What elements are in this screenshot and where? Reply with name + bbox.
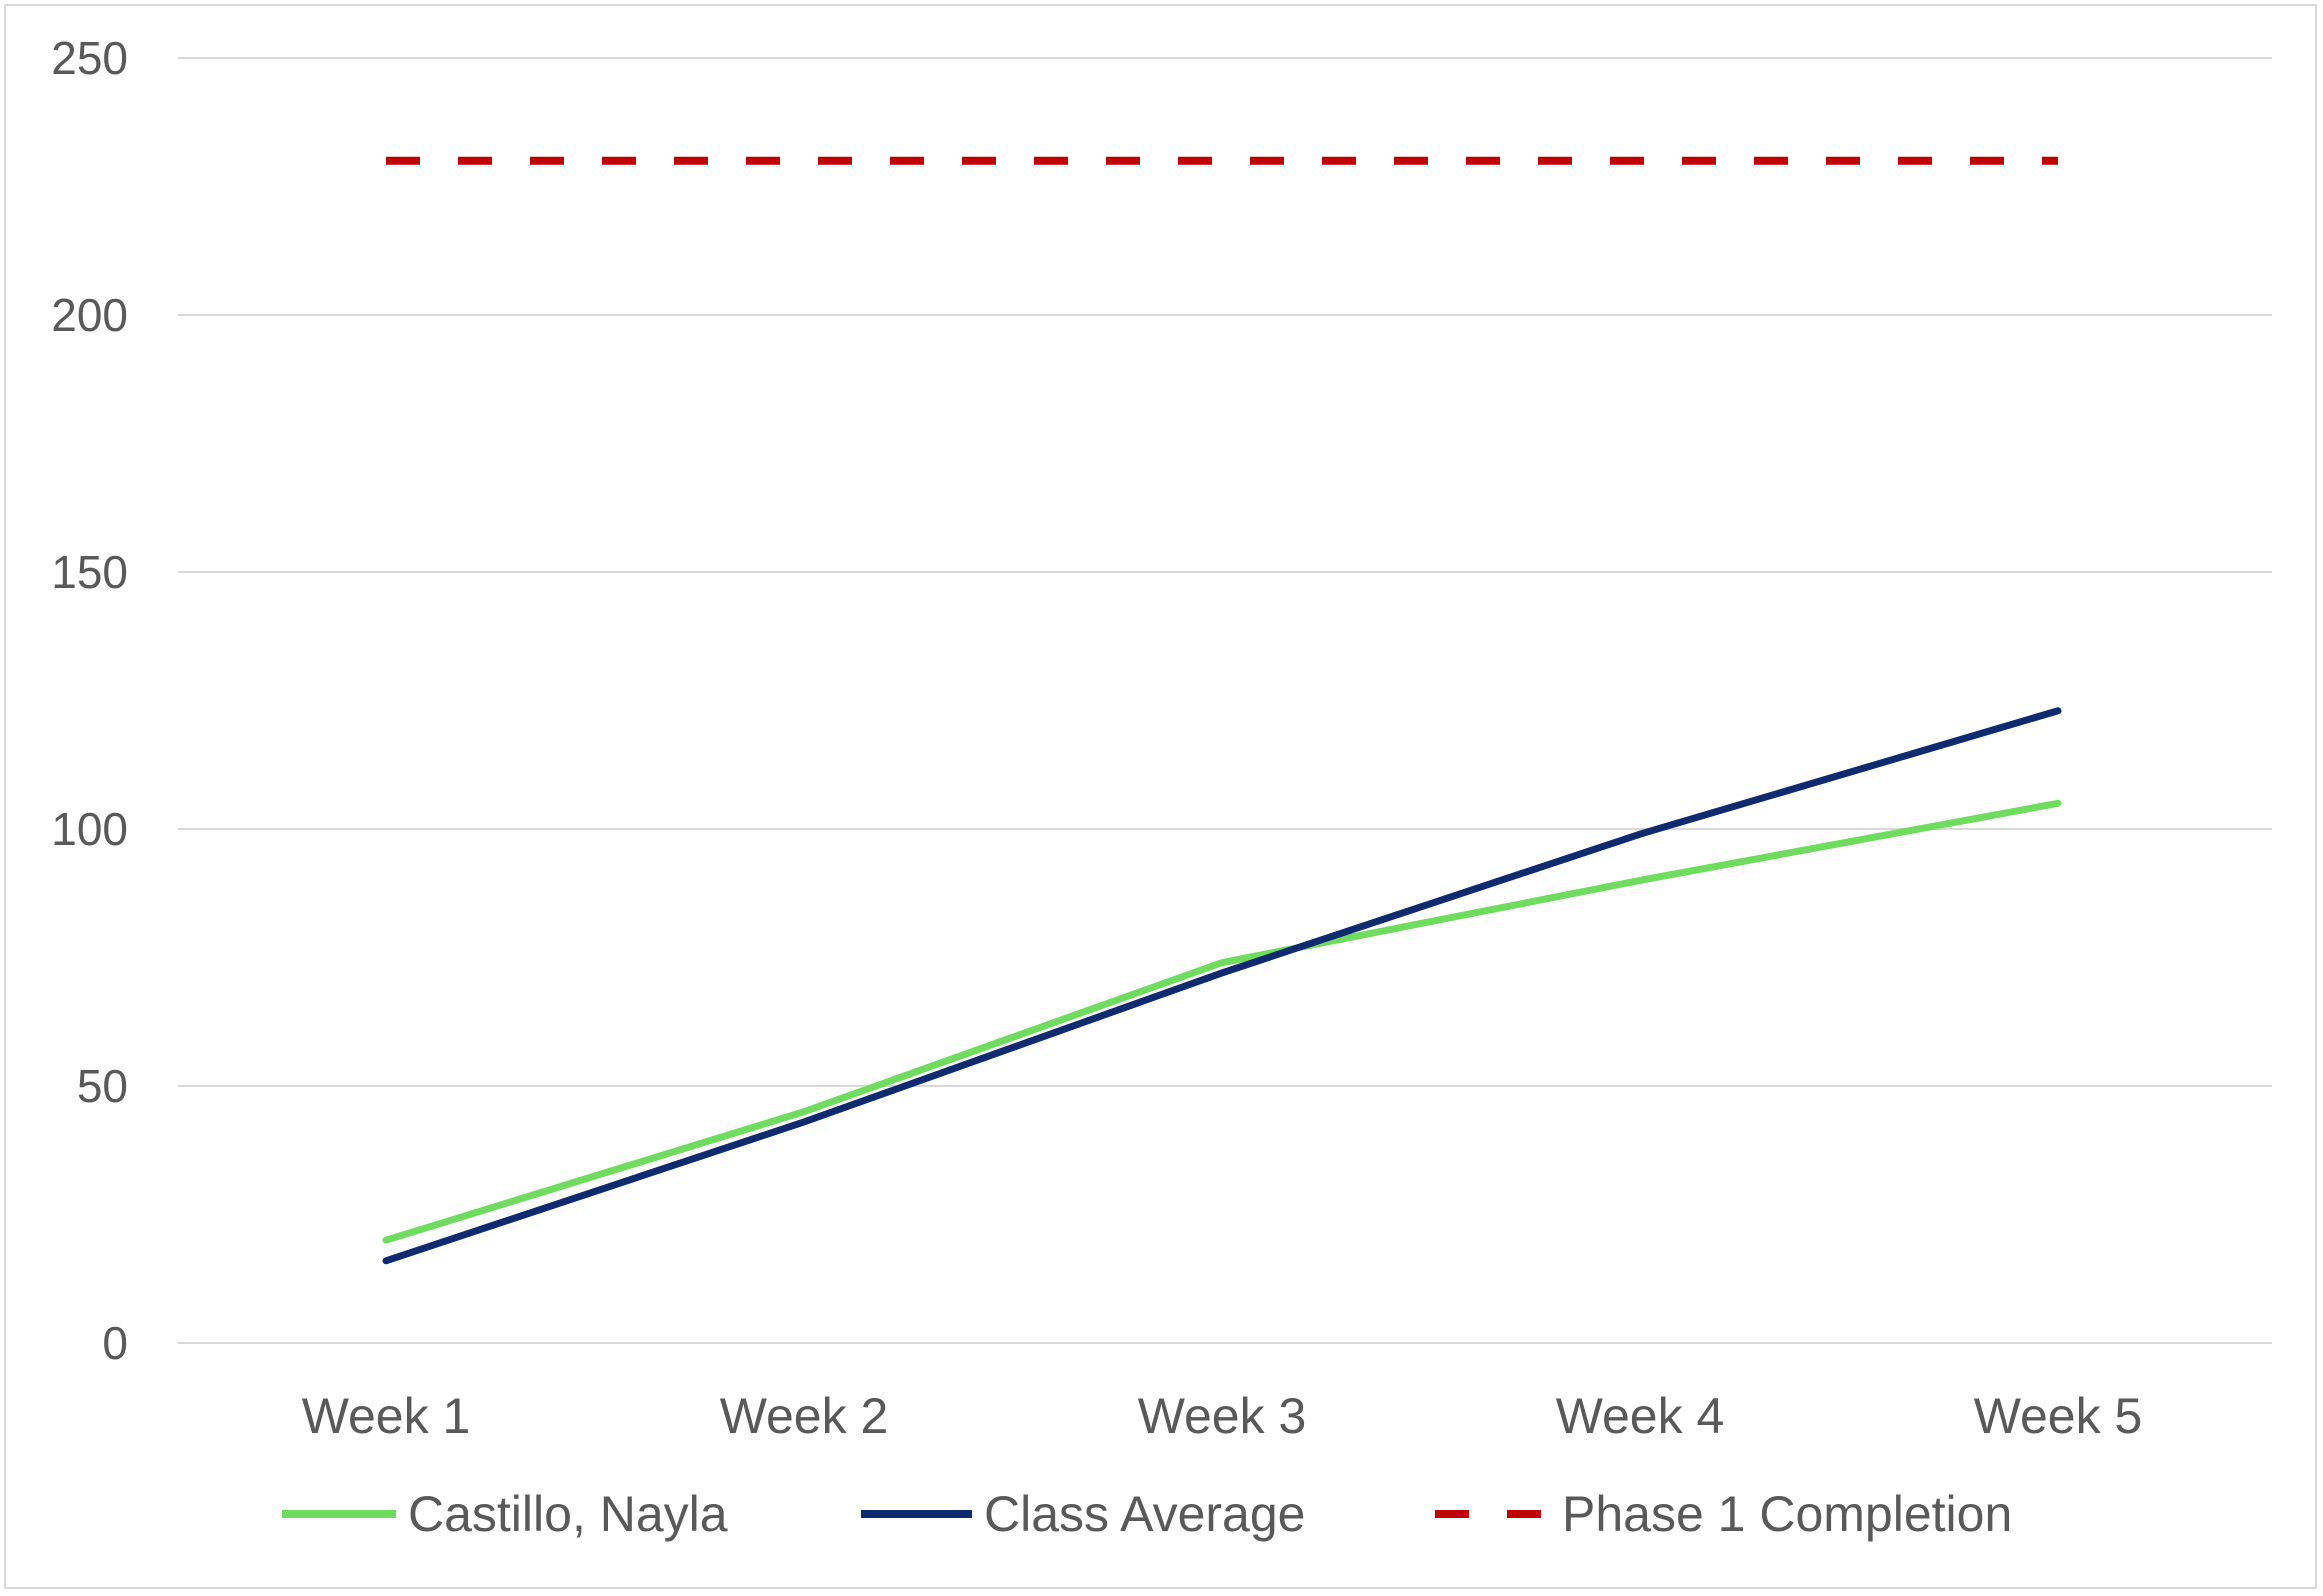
x-tick-label: Week 2 [720,1388,889,1444]
legend-item: Class Average [861,1486,1305,1542]
y-tick-label: 250 [51,32,128,84]
y-tick-label: 100 [51,803,128,855]
x-tick-label: Week 3 [1138,1388,1307,1444]
series-line-castillo-nayla [382,799,2062,1244]
y-axis-tick-labels: 0 50 100 150 200 250 [51,32,128,1369]
y-tick-label: 150 [51,546,128,598]
legend-item: Castillo, Nayla [282,1486,728,1542]
x-tick-label: Week 1 [302,1388,471,1444]
line-chart: 0 50 100 150 200 250 Week 1 Week 2 Week 3 Week 4… [51,32,2272,1542]
legend-label: Class Average [984,1486,1305,1542]
legend-item: Phase 1 Completion [1435,1486,2012,1542]
x-tick-label: Week 4 [1556,1388,1725,1444]
y-tick-label: 0 [102,1317,128,1369]
series-line-class-average [382,707,2062,1265]
x-tick-label: Week 5 [1974,1388,2143,1444]
y-tick-label: 200 [51,289,128,341]
legend-label: Phase 1 Completion [1562,1486,2012,1542]
y-tick-label: 50 [77,1060,128,1112]
legend-label: Castillo, Nayla [408,1486,728,1542]
x-axis-tick-labels: Week 1 Week 2 Week 3 Week 4 Week 5 [302,1388,2143,1444]
series-lines [382,156,2062,1265]
gridlines [178,57,2272,1344]
chart-frame: 0 50 100 150 200 250 Week 1 Week 2 Week 3 Week 4… [4,4,2317,1589]
legend: Castillo, Nayla Class Average Phase 1 Comp… [282,1486,2012,1542]
